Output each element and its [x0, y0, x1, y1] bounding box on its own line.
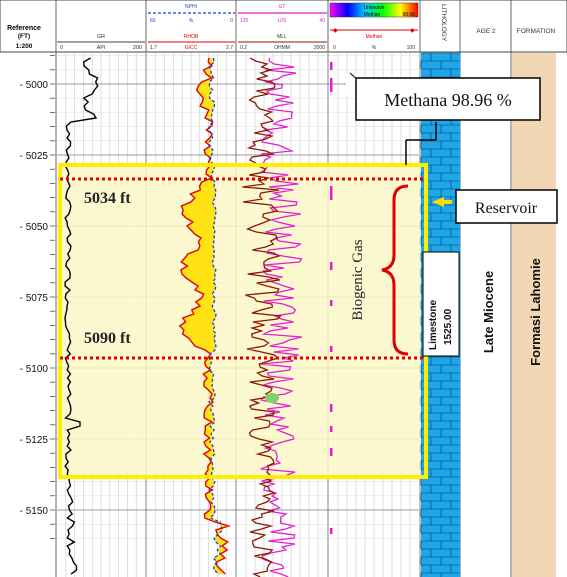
formation-label: Formasi Lahomie [528, 258, 543, 366]
mll-min: 0.2 [240, 45, 247, 51]
gr-curve [64, 57, 99, 575]
mll-track-name: MLL [277, 34, 287, 40]
gr-max: 200 [133, 45, 142, 51]
reservoir-callout-text: Reservoir [475, 200, 538, 217]
methan-marker-left-icon: ◆ [333, 28, 338, 34]
biogenic-gas-label: Biogenic Gas [350, 239, 366, 320]
unknown-track-name: Unknown [364, 5, 385, 11]
reservoir-callout-box [455, 189, 558, 224]
methan-min: 0 [333, 45, 336, 51]
nphi-min: 60 [150, 18, 156, 24]
methan-max: 100 [407, 45, 416, 51]
depth-tick-5000: - 5000 [20, 80, 49, 91]
gr-track-name: GR [97, 34, 105, 40]
methan-track-name: Methan [364, 12, 381, 18]
mll-max: 2000 [314, 45, 325, 51]
gt-max: 40 [319, 18, 325, 24]
crossover-fill [179, 58, 229, 574]
reservoir-arrow-icon [432, 197, 452, 207]
depth-tick-5125: - 5125 [20, 435, 49, 446]
gas-brace [381, 184, 409, 356]
methan-marker-right-icon: ◆ [410, 28, 415, 34]
depth-tick-5025: - 5025 [20, 151, 49, 162]
gr-min: 0 [60, 45, 63, 51]
depth-tick-5050: - 5050 [20, 222, 49, 233]
nphi-curve [208, 57, 224, 575]
gt-min: 120 [240, 18, 249, 24]
gt-track-name: GT [279, 4, 286, 10]
nphi-unit: % [189, 18, 194, 24]
methane-callout-text: Methana 98.96 % [384, 90, 511, 110]
mll-unit: OHMM [274, 45, 290, 51]
nphi-track-name: NPHI [185, 4, 197, 10]
depth-axis: - 5000 - 5025 - 5050 - 5075 - 5100 - 5125 - 51… [20, 55, 55, 539]
reservoir-highlight-fill [60, 165, 426, 477]
gr-unit: API [97, 45, 106, 51]
nphi-max: 0 [230, 18, 233, 24]
rhob-min: 1.7 [150, 45, 157, 51]
top-depth-label: 5034 ft [84, 190, 131, 207]
rhob-track-name: RHOB [184, 34, 199, 40]
rhob-max: 2.7 [226, 45, 233, 51]
age-header: AGE 2 [476, 28, 496, 35]
depth-tick-5100: - 5100 [20, 364, 49, 375]
lithology-header: LITHOLOGY [440, 4, 447, 42]
log-header: Reference (FT) 1:200 GR 0 API 200 NPHI 6… [7, 2, 556, 51]
depth-tick-5150: - 5150 [20, 506, 49, 517]
methan-sub-track-name: Methan [366, 34, 383, 40]
limestone-label: Limestone [428, 300, 439, 350]
formation-fill [512, 53, 556, 577]
rhob-unit: G/CC [185, 45, 198, 51]
rhob-curve [178, 57, 232, 575]
scale-label: 1:200 [16, 43, 33, 50]
methan-unit: % [372, 45, 377, 51]
bottom-depth-label: 5090 ft [84, 330, 131, 347]
green-blob [265, 393, 279, 403]
methan-value: 98.96 [402, 12, 415, 18]
methane-callout-box [355, 77, 541, 121]
unit-label: (FT) [18, 33, 30, 40]
reference-label: Reference [7, 25, 41, 32]
limestone-label-box [422, 251, 460, 357]
formation-header: FORMATION [517, 28, 556, 35]
limestone-value: 1525.00 [443, 308, 454, 345]
age-label: Late Miocene [481, 271, 496, 353]
gt-unit: U/S [278, 18, 287, 24]
depth-tick-5075: - 5075 [20, 293, 49, 304]
resistivity-deep-curve [242, 57, 282, 577]
